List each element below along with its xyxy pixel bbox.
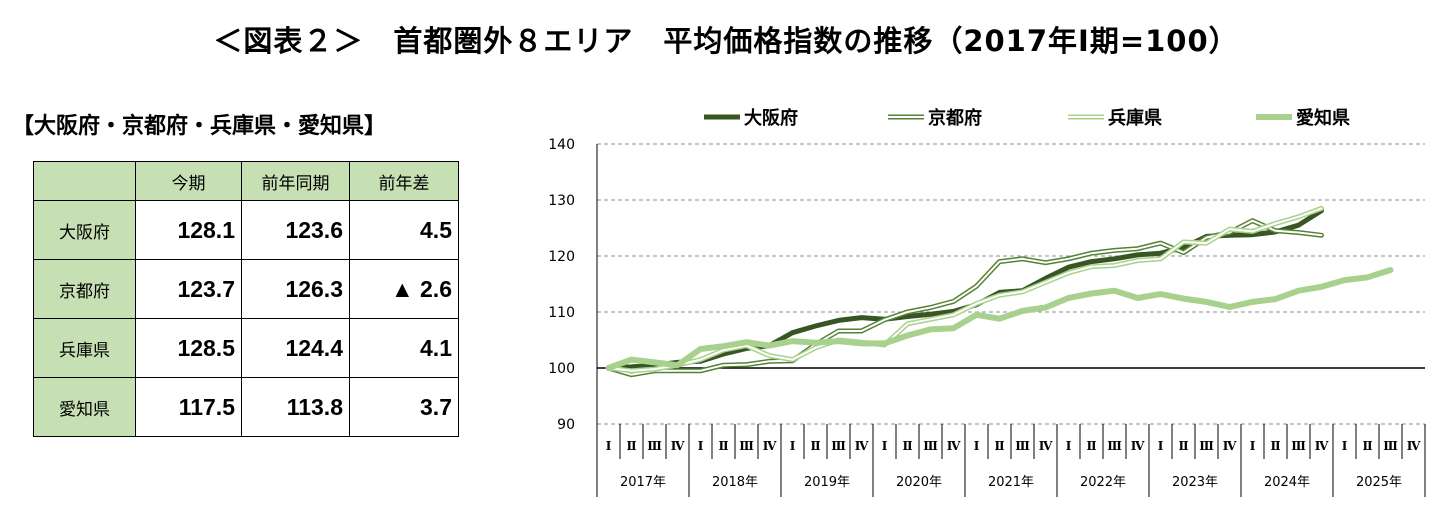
x-quarter-label: Ⅲ [831,439,846,453]
page-title: ＜図表２＞ 首都圏外８エリア 平均価格指数の推移（2017年Ⅰ期=100） [213,24,1239,58]
y-tick-label: 100 [548,361,575,377]
x-year-label: 2020年 [896,475,942,490]
diff-value: ▲ 2.6 [349,259,459,319]
x-quarter-label: Ⅰ [698,439,704,453]
row-label: 大阪府 [33,200,136,260]
x-year-label: 2019年 [804,475,850,490]
x-quarter-label: Ⅳ [1407,439,1421,453]
row-label: 愛知県 [33,377,136,437]
table-row: 京都府 123.7 126.3 ▲ 2.6 [33,259,459,319]
current-value: 123.7 [135,259,242,319]
y-tick-label: 140 [548,137,575,153]
table-row: 大阪府 128.1 123.6 4.5 [33,200,459,260]
table-header-row: 今期 前年同期 前年差 [33,161,459,201]
x-quarter-label: Ⅳ [763,439,777,453]
x-quarter-label: Ⅱ [718,439,728,453]
x-year-label: 2023年 [1172,475,1218,490]
x-quarter-label: Ⅰ [1250,439,1256,453]
x-quarter-label: Ⅲ [1107,439,1122,453]
x-quarter-label: Ⅲ [647,439,662,453]
x-year-label: 2025年 [1356,475,1402,490]
x-quarter-label: Ⅱ [1178,439,1188,453]
x-quarter-label: Ⅱ [902,439,912,453]
x-quarter-label: Ⅱ [1086,439,1096,453]
summary-table: 今期 前年同期 前年差 大阪府 128.1 123.6 4.5 京都府 123.… [33,161,459,437]
x-quarter-label: Ⅰ [882,439,888,453]
table-row: 愛知県 117.5 113.8 3.7 [33,377,459,437]
x-year-label: 2017年 [620,475,666,490]
row-label: 京都府 [33,259,136,319]
table-header-prev: 前年同期 [241,161,350,201]
x-quarter-label: Ⅲ [923,439,938,453]
legend-label: 愛知県 [1296,107,1350,129]
diff-value: 3.7 [349,377,459,437]
series-line-inner-2 [607,207,1323,372]
x-year-label: 2024年 [1264,475,1310,490]
x-quarter-label: Ⅰ [1066,439,1072,453]
x-quarter-label: Ⅰ [974,439,980,453]
x-year-label: 2018年 [712,475,758,490]
table-header-blank [33,161,136,201]
series-line-inner-1 [607,219,1323,376]
x-quarter-label: Ⅰ [1158,439,1164,453]
x-quarter-label: Ⅰ [1342,439,1348,453]
x-quarter-label: Ⅰ [790,439,796,453]
x-quarter-label: Ⅱ [810,439,820,453]
prev-value: 123.6 [241,200,350,260]
x-quarter-label: Ⅳ [1039,439,1053,453]
legend-label: 兵庫県 [1108,107,1162,129]
current-value: 128.5 [135,318,242,378]
row-label: 兵庫県 [33,318,136,378]
x-quarter-label: Ⅰ [606,439,612,453]
y-tick-label: 130 [548,193,575,209]
table-header-diff: 前年差 [349,161,459,201]
x-quarter-label: Ⅲ [1291,439,1306,453]
x-quarter-label: Ⅲ [1015,439,1030,453]
section-title: 【大阪府・京都府・兵庫県・愛知県】 [12,114,387,139]
y-tick-label: 90 [557,417,575,433]
current-value: 117.5 [135,377,242,437]
x-quarter-label: Ⅳ [947,439,961,453]
x-year-label: 2022年 [1080,475,1126,490]
x-quarter-label: Ⅱ [1362,439,1372,453]
legend-label: 大阪府 [744,107,798,129]
table-header-current: 今期 [135,161,242,201]
x-quarter-label: Ⅳ [1223,439,1237,453]
legend-label: 京都府 [928,107,982,129]
x-quarter-label: Ⅳ [1315,439,1329,453]
y-tick-label: 110 [548,305,575,321]
x-quarter-label: Ⅳ [671,439,685,453]
prev-value: 113.8 [241,377,350,437]
current-value: 128.1 [135,200,242,260]
x-year-label: 2021年 [988,475,1034,490]
series-line-3 [605,267,1394,371]
diff-value: 4.1 [349,318,459,378]
prev-value: 126.3 [241,259,350,319]
x-quarter-label: Ⅲ [1199,439,1214,453]
x-quarter-label: Ⅲ [1383,439,1398,453]
x-quarter-label: Ⅲ [739,439,754,453]
x-quarter-label: Ⅱ [1270,439,1280,453]
x-quarter-label: Ⅱ [626,439,636,453]
x-quarter-label: Ⅳ [855,439,869,453]
x-quarter-label: Ⅱ [994,439,1004,453]
x-quarter-label: Ⅳ [1131,439,1145,453]
y-tick-label: 120 [548,249,575,265]
